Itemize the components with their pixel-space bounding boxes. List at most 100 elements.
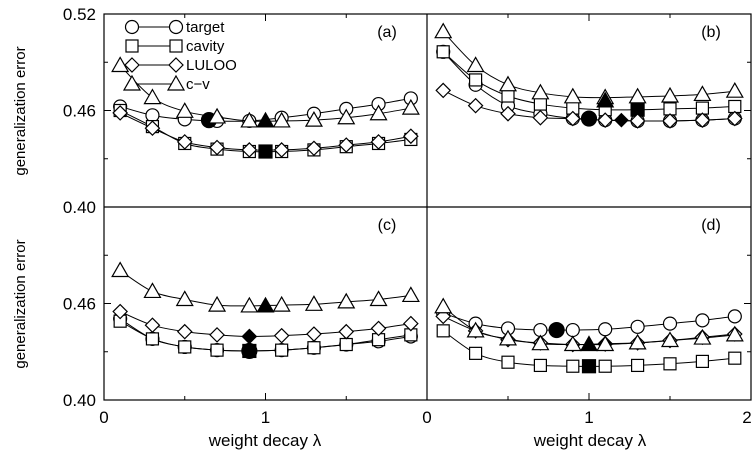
data-point-luloo-9 [403, 315, 419, 332]
data-point-c-v-2 [175, 290, 194, 307]
data-point-cavity-7 [663, 357, 677, 371]
panel-c: (c) [111, 217, 420, 360]
data-point-target-9 [727, 309, 742, 324]
optimum-marker-luloo [242, 329, 257, 344]
data-point-c-v-0 [434, 297, 453, 314]
legend-marker-left-cavity [125, 39, 139, 53]
data-point-cavity-9 [728, 99, 742, 114]
series-line-target [443, 312, 735, 331]
data-point-luloo-3 [532, 109, 549, 126]
data-point-c-v-9 [725, 81, 744, 98]
data-point-c-v-7 [660, 331, 680, 348]
data-point-luloo-6 [306, 326, 322, 342]
series-line-luloo [119, 112, 411, 151]
data-point-cavity-7 [339, 337, 353, 352]
data-point-cavity-2 [501, 89, 515, 103]
data-point-luloo-6 [629, 113, 646, 129]
data-point-luloo-2 [176, 323, 193, 340]
data-point-cavity-3 [210, 343, 224, 357]
legend-entry-luloo: LULOO [124, 57, 237, 74]
panel-label-d: (d) [701, 217, 721, 234]
data-point-cavity-1 [469, 346, 483, 360]
legend-label-c-v: c−v [186, 76, 210, 93]
data-point-luloo-7 [338, 323, 355, 340]
legend-label-cavity: cavity [186, 38, 225, 55]
data-point-cavity-2 [501, 355, 515, 369]
data-point-target-4 [565, 322, 580, 338]
panels-layer: (a) (b) (c) (d) [111, 22, 744, 374]
data-point-luloo-4 [564, 110, 581, 127]
data-point-c-v-0 [111, 261, 130, 278]
optimum-marker-cavity [242, 343, 257, 359]
data-point-cavity-2 [178, 340, 192, 354]
data-point-c-v-8 [693, 328, 712, 345]
data-point-cavity-9 [728, 351, 742, 365]
data-point-cavity-5 [275, 343, 289, 357]
data-point-cavity-1 [469, 73, 483, 87]
data-point-luloo-2 [500, 105, 516, 122]
data-point-luloo-9 [726, 110, 743, 127]
data-point-luloo-7 [662, 113, 678, 129]
legend-marker-right-target [168, 19, 184, 35]
data-point-luloo-0 [112, 105, 128, 121]
legend-entry-c-v: c−v [122, 74, 210, 93]
panel-b: (b) [434, 22, 744, 129]
data-point-luloo-1 [144, 120, 161, 137]
y-tick-label-bottom-1: 0.40 [63, 391, 96, 410]
panel-label-b: (b) [701, 24, 721, 41]
data-point-c-v-2 [175, 102, 194, 118]
legend-entry-cavity: cavity [125, 38, 225, 55]
optimum-marker-target [580, 110, 598, 127]
data-point-c-v-8 [369, 290, 388, 307]
data-point-cavity-3 [533, 358, 548, 373]
data-point-target-1 [145, 108, 160, 123]
panel-label-c: (c) [378, 217, 397, 234]
panel-d: (d) [434, 217, 744, 374]
data-point-luloo-1 [144, 317, 161, 334]
data-point-c-v-9 [725, 325, 744, 342]
data-point-c-v-1 [143, 88, 162, 105]
optimum-marker-c-v [596, 91, 615, 108]
data-point-target-7 [662, 316, 678, 331]
legend-marker-left-c-v [122, 74, 142, 91]
optimum-marker-luloo [614, 112, 629, 128]
data-point-target-6 [630, 319, 645, 334]
legend-marker-left-target [124, 19, 140, 35]
data-point-c-v-5 [596, 335, 615, 352]
y-axis-title-top: generalization error [12, 46, 29, 175]
y-tick-label-top-1: 0.46 [63, 102, 96, 121]
y-tick-label-top-2: 0.40 [63, 198, 96, 217]
optimum-marker-cavity [581, 359, 597, 374]
data-point-c-v-7 [660, 86, 680, 103]
data-point-c-v-7 [337, 292, 356, 309]
data-point-cavity-8 [695, 354, 710, 368]
data-point-c-v-3 [208, 107, 227, 124]
data-point-luloo-5 [273, 327, 290, 344]
data-point-cavity-5 [598, 359, 612, 373]
data-point-luloo-3 [209, 139, 225, 156]
x-tick-label-left-1: 1 [261, 408, 270, 427]
optimum-marker-target [548, 321, 565, 339]
series-line-cavity [442, 51, 735, 111]
legend-label-luloo: LULOO [186, 57, 237, 74]
data-point-cavity-8 [695, 101, 710, 115]
data-point-luloo-7 [338, 137, 355, 153]
data-point-c-v-1 [143, 282, 162, 299]
data-point-c-v-4 [563, 87, 582, 104]
data-point-c-v-9 [401, 286, 420, 303]
data-point-c-v-5 [272, 111, 291, 128]
optimum-marker-c-v [256, 111, 275, 128]
data-point-c-v-6 [628, 333, 647, 350]
y-axis-title-bottom: generalization error [12, 239, 29, 368]
data-point-cavity-0 [436, 324, 450, 338]
data-point-cavity-1 [145, 332, 160, 346]
y-tick-label-top-0: 0.52 [63, 5, 96, 24]
legend-marker-right-c-v [166, 74, 186, 91]
data-point-luloo-0 [112, 303, 128, 320]
y-tick-label-bottom-0: 0.46 [63, 295, 96, 314]
series-line-c-v [442, 31, 735, 99]
data-point-cavity-4 [566, 359, 580, 373]
series-line-luloo [442, 89, 735, 122]
data-point-luloo-8 [694, 112, 711, 128]
